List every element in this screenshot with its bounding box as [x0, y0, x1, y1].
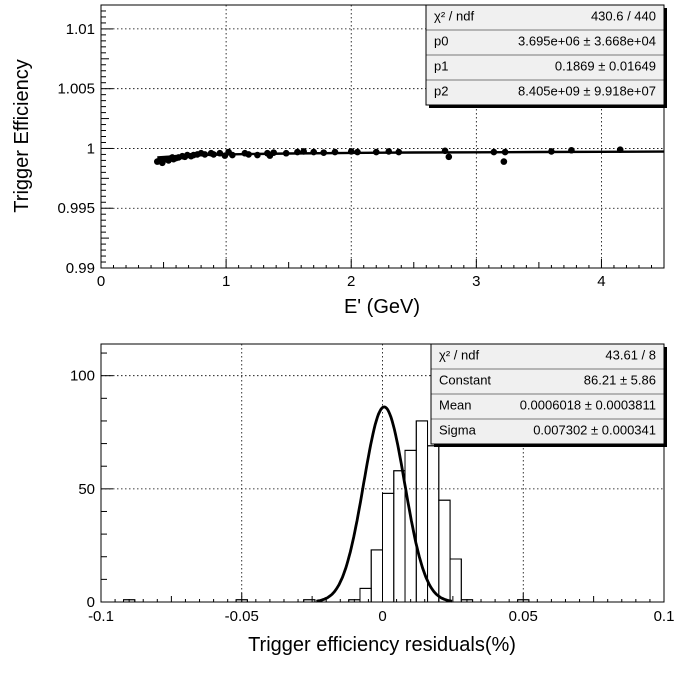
top-data-point — [320, 149, 327, 156]
top-data-point — [616, 146, 624, 153]
bottom-plot-frame — [100, 343, 665, 603]
top-stats-label: p1 — [434, 59, 448, 74]
bottom-stats-value: 0.007302 ± 0.000341 — [533, 423, 656, 438]
top-data-point — [490, 148, 498, 156]
top-stats-value: 0.1869 ± 0.01649 — [555, 59, 656, 74]
top-data-point — [568, 146, 575, 154]
bottom-y-tick-label: 100 — [70, 368, 95, 385]
top-y-tick-label: 0.995 — [57, 200, 95, 217]
bottom-x-tick-label: -0.1 — [88, 608, 114, 625]
bottom-stats-label: χ² / ndf — [439, 348, 479, 363]
top-data-point — [254, 151, 261, 159]
bottom-stats-label: Sigma — [439, 423, 477, 438]
bottom-x-tick-label: 0.1 — [654, 608, 675, 625]
top-y-axis-title: Trigger Efficiency — [11, 59, 33, 212]
top-stats-value: 3.695e+06 ± 3.668e+04 — [518, 34, 656, 49]
top-x-tick-label: 2 — [347, 273, 355, 290]
top-tick-labels: 0 1 2 3 4 0.99 0.995 1 1.005 1.01 — [57, 21, 605, 290]
top-data-point — [216, 149, 224, 157]
top-data-point — [270, 149, 277, 156]
top-x-axis-title: E' (GeV) — [344, 296, 420, 318]
top-y-tick-label: 0.99 — [66, 260, 95, 277]
top-data-point — [445, 153, 453, 161]
top-data-point — [441, 147, 449, 155]
bottom-stats-label: Mean — [439, 398, 472, 413]
bottom-histogram-bin — [404, 449, 417, 603]
top-x-tick-label: 4 — [597, 273, 605, 290]
top-data-point — [210, 151, 217, 158]
top-data-point — [395, 148, 403, 156]
bottom-gaussian-fit-group — [316, 405, 453, 603]
bottom-stats-value: 86.21 ± 5.86 — [584, 373, 656, 388]
bottom-stats-value: 43.61 / 8 — [605, 348, 656, 363]
top-data-point — [501, 148, 509, 156]
top-data-point — [385, 148, 393, 155]
bottom-x-tick-label: -0.05 — [225, 608, 259, 625]
bottom-stats-value: 0.0006018 ± 0.0003811 — [520, 398, 656, 413]
bottom-histogram-bin — [382, 492, 395, 603]
top-x-tick-label: 3 — [472, 273, 480, 290]
bottom-tick-labels: -0.1 -0.05 0 0.05 0.1 0 50 100 — [70, 368, 674, 625]
bottom-x-axis-title: Trigger efficiency residuals(%) — [248, 634, 516, 656]
top-x-tick-label: 1 — [222, 273, 230, 290]
top-stats-label: p0 — [434, 34, 448, 49]
top-stats-label: p2 — [434, 84, 448, 99]
top-stats-value: 430.6 / 440 — [591, 9, 656, 24]
bottom-histogram-bin — [449, 558, 462, 603]
top-data-point — [354, 148, 361, 156]
top-data-point — [372, 148, 380, 156]
top-data-point — [500, 158, 508, 165]
top-y-tick-label: 1 — [87, 140, 95, 157]
top-data-points — [154, 146, 624, 167]
top-stats-label: χ² / ndf — [434, 9, 474, 24]
bottom-y-tick-label: 0 — [87, 594, 95, 611]
top-data-point — [300, 148, 307, 155]
top-plot-frame — [100, 4, 665, 269]
top-data-point — [282, 149, 290, 157]
top-data-point — [201, 151, 209, 158]
bottom-histogram-bin — [438, 499, 451, 603]
top-data-point — [294, 148, 301, 156]
top-y-tick-label: 1.01 — [66, 21, 95, 38]
top-data-point — [548, 148, 555, 155]
bottom-histogram-bin — [359, 587, 372, 603]
bottom-histogram-bin — [370, 549, 383, 603]
top-stats-value: 8.405e+09 ± 9.918e+07 — [518, 84, 656, 99]
bottom-stats-box: χ² / ndf 43.61 / 8 Constant 86.21 ± 5.86 Mea… — [430, 343, 667, 447]
top-y-tick-label: 1.005 — [57, 81, 95, 98]
top-data-point — [331, 148, 339, 156]
bottom-histogram-bin — [427, 445, 440, 603]
top-data-point — [310, 148, 317, 156]
top-data-point — [245, 151, 252, 158]
bottom-y-tick-label: 50 — [78, 481, 95, 498]
bottom-residuals-histogram: -0.1 -0.05 0 0.05 0.1 0 50 100 Trigger efficien… — [70, 343, 674, 656]
bottom-x-tick-label: 0.05 — [509, 608, 538, 625]
top-stats-box: χ² / ndf 430.6 / 440 p0 3.695e+06 ± 3.668e+… — [425, 4, 667, 108]
top-x-tick-label: 0 — [97, 273, 105, 290]
bottom-histogram-bin — [393, 470, 406, 603]
top-data-point — [347, 148, 355, 155]
top-data-point — [229, 151, 236, 159]
top-efficiency-plot: 0 1 2 3 4 0.99 0.995 1 1.005 1.01 Trigger Efficie… — [11, 4, 667, 318]
bottom-x-tick-label: 0 — [378, 608, 386, 625]
bottom-stats-label: Constant — [439, 373, 491, 388]
bottom-gaussian-fit — [316, 405, 453, 603]
